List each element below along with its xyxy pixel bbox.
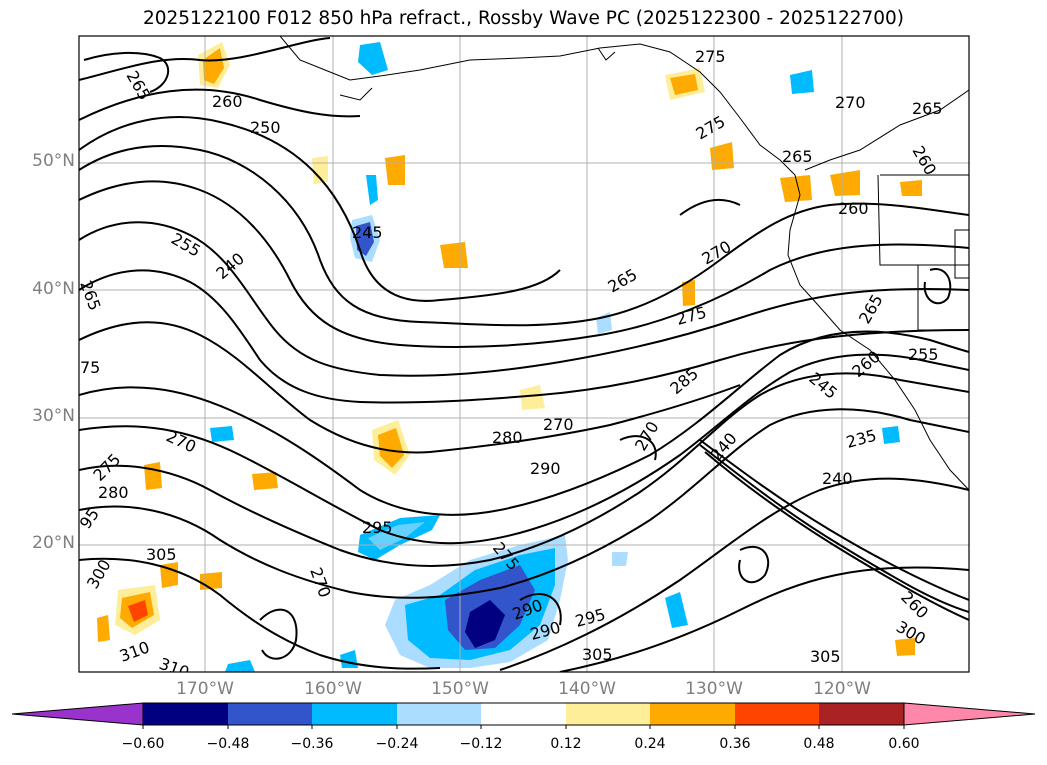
lon-label-140w: 140°W	[558, 679, 616, 699]
lon-label-150w: 150°W	[431, 679, 489, 699]
colorbar-tick-label: −0.24	[375, 736, 419, 752]
colorbar-segment	[143, 703, 228, 725]
figure-title: 2025122100 F012 850 hPa refract., Rossby…	[142, 8, 905, 29]
graticule	[79, 36, 969, 672]
colorbar-tick-label: −0.36	[290, 736, 334, 752]
colorbar-segment	[735, 703, 819, 725]
lat-label-30n: 30°N	[32, 406, 75, 426]
colorbar-segment	[650, 703, 735, 725]
anomaly-shading	[97, 42, 922, 672]
contour-label: 250	[250, 118, 281, 137]
colorbar-segment	[819, 703, 904, 725]
colorbar-tick-label: 0.12	[550, 736, 582, 752]
contour-lines	[79, 37, 969, 672]
lon-label-130w: 130°W	[685, 679, 743, 699]
contour-label: 280	[492, 428, 523, 447]
contour-label: 295	[362, 518, 393, 537]
contour-label: 260	[212, 92, 243, 111]
colorbar-tick-label: 0.60	[888, 736, 920, 752]
colorbar-extend-max	[903, 702, 1036, 726]
lat-label-40n: 40°N	[32, 279, 75, 299]
colorbar-extend-min	[11, 702, 144, 726]
colorbar-tick-label: −0.60	[121, 736, 165, 752]
colorbar-segment	[566, 703, 650, 725]
map-frame	[78, 35, 970, 673]
contour-label: 270	[835, 93, 866, 112]
colorbar-tick-label: −0.12	[459, 736, 503, 752]
contour-label: 270	[543, 415, 574, 434]
contour-label: 265	[782, 147, 813, 166]
colorbar-tick-label: 0.36	[719, 736, 751, 752]
contour-label: 305	[582, 645, 613, 664]
contour-label: 275	[695, 47, 726, 66]
colorbar-tick-label: 0.24	[634, 736, 666, 752]
contour-label: 260	[838, 199, 869, 218]
contour-label: 75	[80, 358, 100, 377]
lon-label-170w: 170°W	[176, 679, 234, 699]
contour-label: 305	[146, 545, 177, 564]
contour-label: 265	[912, 99, 943, 118]
colorbar-segment	[312, 703, 397, 725]
contour-label: 280	[98, 483, 129, 502]
lon-label-160w: 160°W	[304, 679, 362, 699]
lat-label-20n: 20°N	[32, 533, 75, 553]
contour-label: 255	[908, 345, 939, 364]
colorbar-segment	[228, 703, 312, 725]
colorbar-tick-label: 0.48	[803, 736, 835, 752]
contour-label: 290	[530, 459, 561, 478]
colorbar-tick-label: −0.48	[206, 736, 250, 752]
colorbar-segment	[397, 703, 481, 725]
contour-label: 240	[822, 469, 853, 488]
lat-label-50n: 50°N	[32, 151, 75, 171]
lon-label-120w: 120°W	[813, 679, 871, 699]
contour-label: 305	[810, 647, 841, 666]
colorbar-segment	[481, 703, 566, 725]
contour-label: 245	[352, 223, 383, 242]
